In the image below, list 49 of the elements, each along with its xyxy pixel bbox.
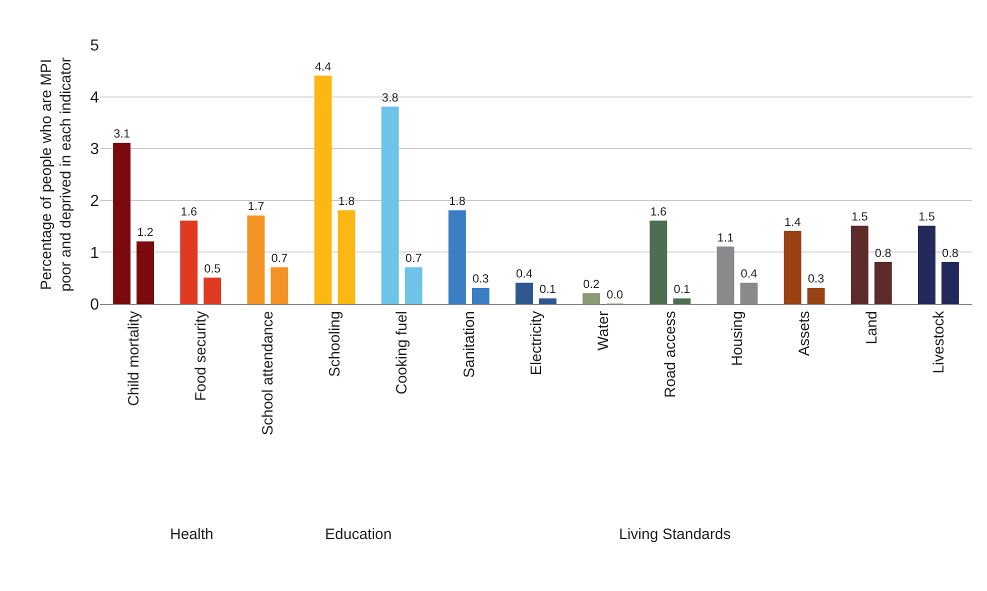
x-tick-label: School attendance: [260, 311, 277, 436]
data-label: 0.3: [808, 272, 825, 286]
data-label: 4.4: [314, 59, 332, 74]
x-tick-label: Cooking fuel: [394, 311, 411, 394]
y-tick-label: 2: [90, 193, 100, 210]
text: Living Standards: [619, 526, 731, 543]
data-label: 1.6: [180, 204, 198, 218]
y-tick-label: 0: [90, 296, 100, 314]
y-tick-label: 5: [90, 38, 100, 55]
y-axis-title: Percentage of people who are MPI poor and deprived in each indicator: [38, 57, 74, 292]
x-tick-label: Electricity: [528, 310, 545, 376]
x-tick-label: Road access: [662, 311, 680, 398]
data-label: 3.1: [114, 126, 130, 141]
y-tick-label: 1: [90, 244, 100, 262]
x-tick-label: Water: [594, 311, 612, 350]
text: Education: [325, 526, 392, 543]
x-tick-label: Land: [863, 311, 880, 344]
x-tick-label: Schooling: [326, 311, 344, 377]
x-tick-label: Child mortality: [125, 310, 142, 406]
data-label: 1.8: [338, 194, 356, 208]
data-label: 0.1: [540, 282, 556, 296]
data-label: 1.5: [851, 210, 868, 224]
data-label: 0.4: [740, 266, 758, 281]
data-label: 0.8: [942, 246, 959, 260]
data-label: 1.6: [650, 204, 668, 218]
data-label: 1.8: [448, 194, 466, 208]
data-label: 0.0: [606, 287, 624, 302]
data-label: 0.2: [583, 276, 600, 291]
x-tick-label: Housing: [729, 311, 746, 366]
y-tick-label: 3: [90, 141, 100, 158]
y-tick-label: 4: [90, 89, 100, 106]
x-tick-label: Food security: [192, 310, 210, 402]
data-label: 0.5: [204, 261, 221, 276]
data-label: 0.7: [405, 251, 422, 266]
data-label: 1.5: [918, 210, 936, 224]
x-tick-label: Sanitation: [460, 311, 478, 378]
data-label: 0.1: [674, 282, 690, 296]
data-label: 0.4: [516, 266, 533, 281]
data-label: 1.1: [717, 230, 734, 244]
data-label: 0.3: [472, 272, 490, 286]
data-label: 1.7: [248, 199, 264, 214]
x-tick-label: Assets: [796, 311, 814, 356]
data-label: 0.7: [271, 251, 288, 266]
data-label: 3.8: [382, 90, 399, 104]
data-label: 1.4: [784, 214, 802, 229]
x-tick-label: Livestock: [930, 310, 948, 374]
data-label: 1.2: [137, 225, 154, 240]
data-label: 0.8: [874, 246, 892, 260]
text: Health: [170, 526, 214, 543]
